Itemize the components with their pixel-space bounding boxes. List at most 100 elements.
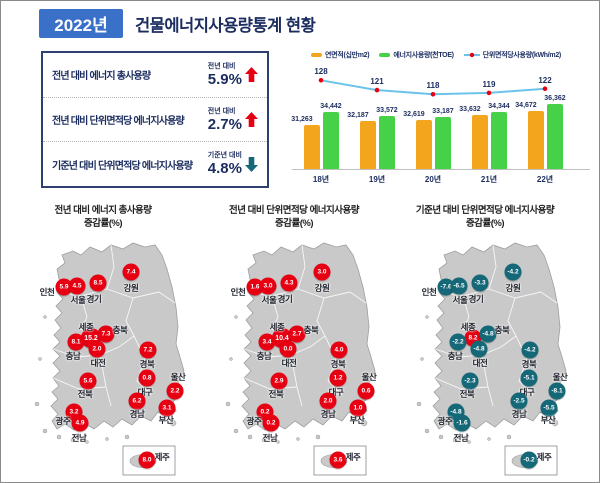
line-point <box>430 92 436 97</box>
line-point <box>374 87 380 93</box>
stats-panel: 전년 대비 에너지 총사용량 전년 대비 5.9% 전년 대비 단위면적당 에너… <box>41 51 269 188</box>
region-label-서울: 서울 <box>452 295 468 305</box>
region-label-인천: 인천 <box>421 287 437 297</box>
x-axis-label: 19년 <box>368 175 386 184</box>
region-bubble-부산: -5.5 <box>540 399 558 417</box>
bar-value-label: 36,362 <box>544 95 566 102</box>
region-bubble-충남: -2.2 <box>449 333 467 351</box>
region-label-충남: 충남 <box>256 351 272 361</box>
region-bubble-전북: 2.9 <box>270 372 288 390</box>
region-label-충남: 충남 <box>65 351 81 361</box>
bar-energy-use <box>322 112 339 169</box>
up-arrow-icon <box>245 67 258 83</box>
x-axis-label: 22년 <box>536 175 554 184</box>
region-label-경남: 경남 <box>129 409 145 419</box>
line-legend-chip <box>463 52 480 58</box>
legend-label: 단위면적당사용량(kWh/m2) <box>482 52 562 59</box>
stat-row-unit-area-energy: 전년 대비 단위면적당 에너지사용량 전년 대비 2.7% <box>43 96 267 142</box>
region-label-부산: 부산 <box>540 415 556 425</box>
region-bubble-제주: -0.2 <box>520 451 538 469</box>
region-label-전남: 전남 <box>453 433 469 443</box>
region-label-부산: 부산 <box>158 415 174 425</box>
region-bubble-충남: 8.1 <box>67 333 85 351</box>
up-arrow-icon <box>245 112 258 127</box>
bar-floor-area <box>415 120 432 169</box>
region-label-경남: 경남 <box>320 409 336 419</box>
region-label-서울: 서울 <box>70 295 86 305</box>
region-bubble-경남: 2.0 <box>319 392 337 410</box>
region-bubble-인천: 5.9 <box>55 278 73 296</box>
region-label-경기: 경기 <box>277 294 293 304</box>
region-bubble-인천: 1.6 <box>246 278 264 296</box>
stat-basis: 전년 대비 <box>207 107 236 115</box>
region-label-울산: 울산 <box>170 372 186 382</box>
region-label-울산: 울산 <box>361 372 377 382</box>
x-axis-line <box>292 169 590 170</box>
region-bubble-충북: 7.3 <box>97 325 115 343</box>
region-bubble-울산: 2.2 <box>166 382 184 400</box>
x-axis-label: 21년 <box>480 175 498 184</box>
line-value-label: 128 <box>314 67 328 77</box>
region-bubble-대전: -4.8 <box>470 340 488 358</box>
legend-item-energy-use: 에너지사용량(천TOE) <box>379 50 454 60</box>
region-label-서울: 서울 <box>261 295 277 305</box>
chart-plot: 31,263 34,442 18년 128 32,187 33,572 19년 121 32,6… <box>286 46 596 186</box>
region-label-경기: 경기 <box>86 294 102 304</box>
region-label-대구: 대구 <box>328 387 344 397</box>
region-label-세종: 세종 <box>78 322 94 332</box>
map-panel-base-year-change: 기준년 대비 단위면적당 에너지사용량 증감률(%) -7.6 인천 -6.5 서울 -3… <box>389 199 581 481</box>
region-bubble-경북: 4.0 <box>330 341 348 359</box>
bar-value-label: 34,344 <box>488 103 510 110</box>
line-value-label: 118 <box>426 81 440 91</box>
region-bubble-경기: 4.3 <box>280 274 298 292</box>
region-bubble-대구: 0.8 <box>138 369 156 387</box>
region-bubble-경기: 8.5 <box>89 274 107 292</box>
region-label-강원: 강원 <box>314 283 330 293</box>
stat-value: 4.8% <box>207 160 242 178</box>
bar-value-label: 34,672 <box>515 102 537 109</box>
region-bubble-대구: -5.1 <box>520 369 538 387</box>
region-bubble-대전: 2.0 <box>88 340 106 358</box>
map-title: 전년 대비 에너지 총사용량 증감률(%) <box>54 205 152 229</box>
bar-energy-use <box>434 117 451 169</box>
region-bubble-대전: 0.0 <box>279 340 297 358</box>
bar-value-label: 34,442 <box>320 103 342 110</box>
region-label-경기: 경기 <box>468 294 484 304</box>
region-label-세종: 세종 <box>269 322 285 332</box>
page-title: 건물에너지사용량통계 현황 <box>135 17 316 35</box>
bar-value-label: 33,572 <box>376 107 398 114</box>
stat-label: 전년 대비 단위면적당 에너지사용량 <box>52 116 185 127</box>
region-label-제주: 제주 <box>345 452 361 462</box>
bar-energy-use <box>490 112 507 169</box>
region-bubble-경기: -3.3 <box>471 274 489 292</box>
region-bubble-전북: -2.3 <box>461 372 479 390</box>
region-label-광주: 광주 <box>437 416 453 426</box>
year-badge: 2022년 <box>39 9 123 38</box>
legend-item-floor-area: 연면적(십만m2) <box>311 50 370 60</box>
region-label-충북: 충북 <box>112 325 128 335</box>
region-bubble-경남: 6.2 <box>128 392 146 410</box>
line-point <box>486 90 492 96</box>
map-title: 전년 대비 단위면적당 에너지사용량 증감률(%) <box>228 205 360 229</box>
region-label-광주: 광주 <box>55 416 71 426</box>
region-bubble-제주: 3.6 <box>329 451 347 469</box>
stat-basis: 전년 대비 <box>207 62 236 70</box>
region-bubble-울산: -8.1 <box>548 382 566 400</box>
region-label-충남: 충남 <box>447 351 463 361</box>
stat-label: 전년 대비 에너지 총사용량 <box>52 71 151 83</box>
region-label-전북: 전북 <box>459 389 475 399</box>
region-label-전남: 전남 <box>262 433 278 443</box>
bar-floor-area <box>359 121 376 169</box>
map-title: 기준년 대비 단위면적당 에너지사용량 증감률(%) <box>415 205 555 229</box>
region-bubble-전남: -1.6 <box>453 414 471 432</box>
region-bubble-강원: 3.0 <box>313 263 331 281</box>
region-label-경북: 경북 <box>139 359 155 369</box>
region-label-전북: 전북 <box>268 389 284 399</box>
line-value-label: 122 <box>538 75 552 85</box>
green-bar-legend-chip <box>379 53 391 57</box>
region-label-부산: 부산 <box>349 415 365 425</box>
stat-row-base-year-energy: 기준년 대비 단위면적당 에너지사용량 기준년 대비 4.8% <box>43 141 267 186</box>
region-label-제주: 제주 <box>536 452 552 462</box>
bar-value-label: 32,619 <box>403 111 425 118</box>
